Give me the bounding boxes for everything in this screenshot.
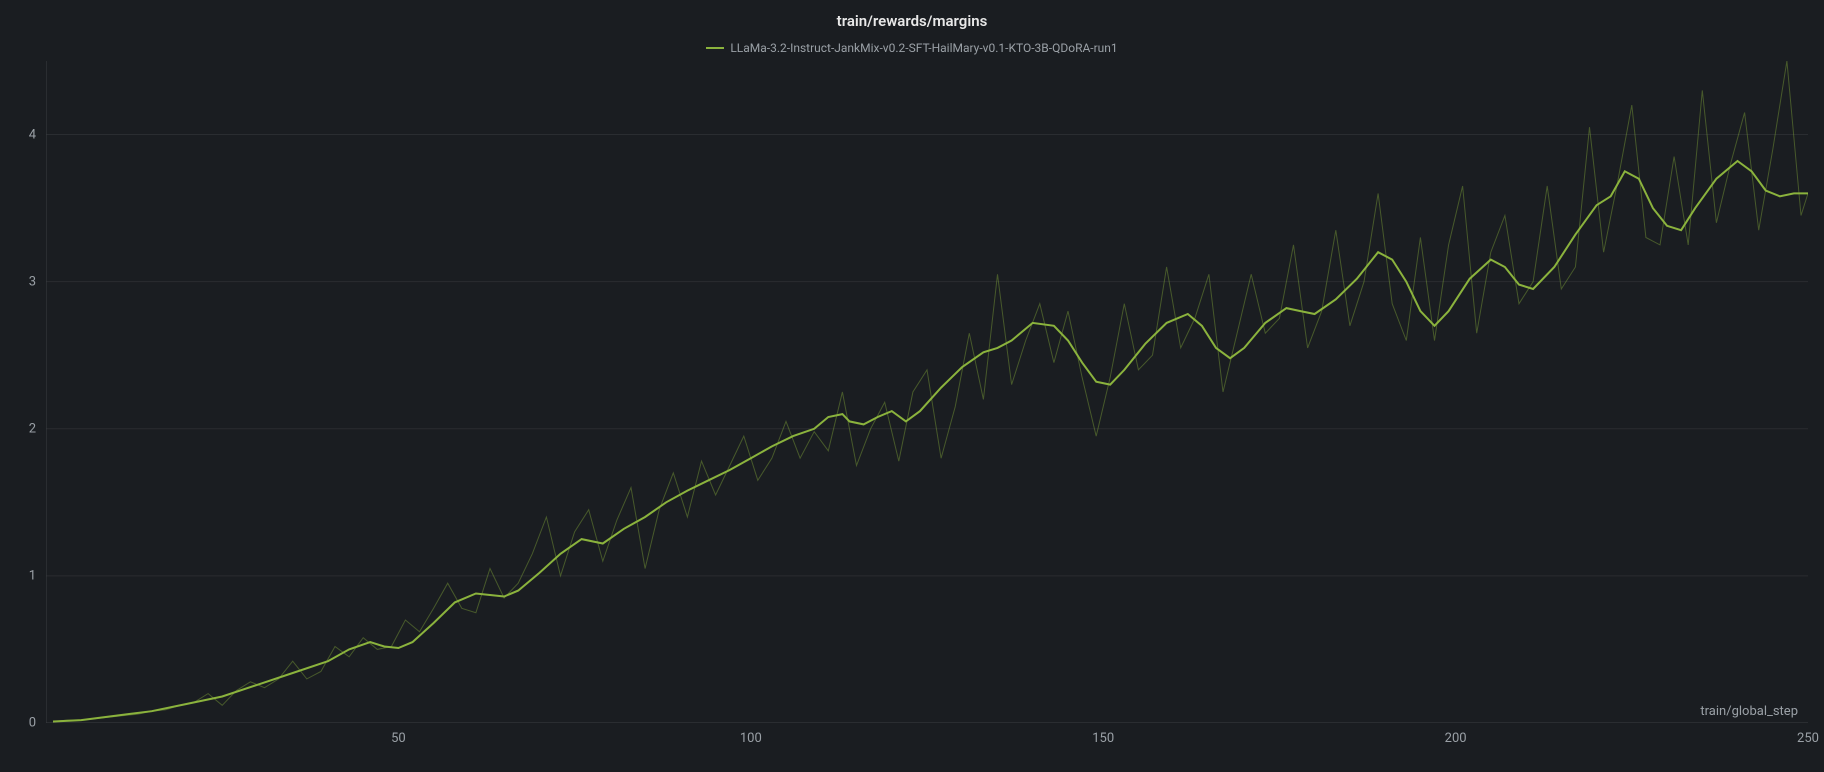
x-axis: 50100150200250	[46, 725, 1808, 753]
x-tick-label: 100	[740, 731, 762, 746]
plot-area[interactable]: 01234 train/global_step 50100150200250	[16, 61, 1808, 753]
x-tick-label: 50	[391, 731, 406, 746]
x-tick-label: 150	[1092, 731, 1114, 746]
chart-legend: LLaMa-3.2-Instruct-JankMix-v0.2-SFT-Hail…	[16, 34, 1808, 55]
x-axis-label: train/global_step	[1700, 704, 1798, 719]
y-tick-label: 0	[29, 716, 36, 731]
chart-panel: train/rewards/margins LLaMa-3.2-Instruct…	[0, 0, 1824, 772]
legend-label: LLaMa-3.2-Instruct-JankMix-v0.2-SFT-Hail…	[730, 41, 1117, 55]
legend-swatch	[706, 47, 724, 49]
y-tick-label: 1	[29, 568, 36, 583]
chart-title: train/rewards/margins	[16, 12, 1808, 30]
y-tick-label: 3	[29, 274, 36, 289]
y-axis: 01234	[16, 61, 44, 723]
x-tick-label: 200	[1445, 731, 1467, 746]
y-tick-label: 2	[29, 421, 36, 436]
y-tick-label: 4	[29, 127, 36, 142]
chart-svg	[46, 61, 1808, 723]
legend-item[interactable]: LLaMa-3.2-Instruct-JankMix-v0.2-SFT-Hail…	[706, 41, 1117, 55]
x-tick-label: 250	[1797, 731, 1819, 746]
